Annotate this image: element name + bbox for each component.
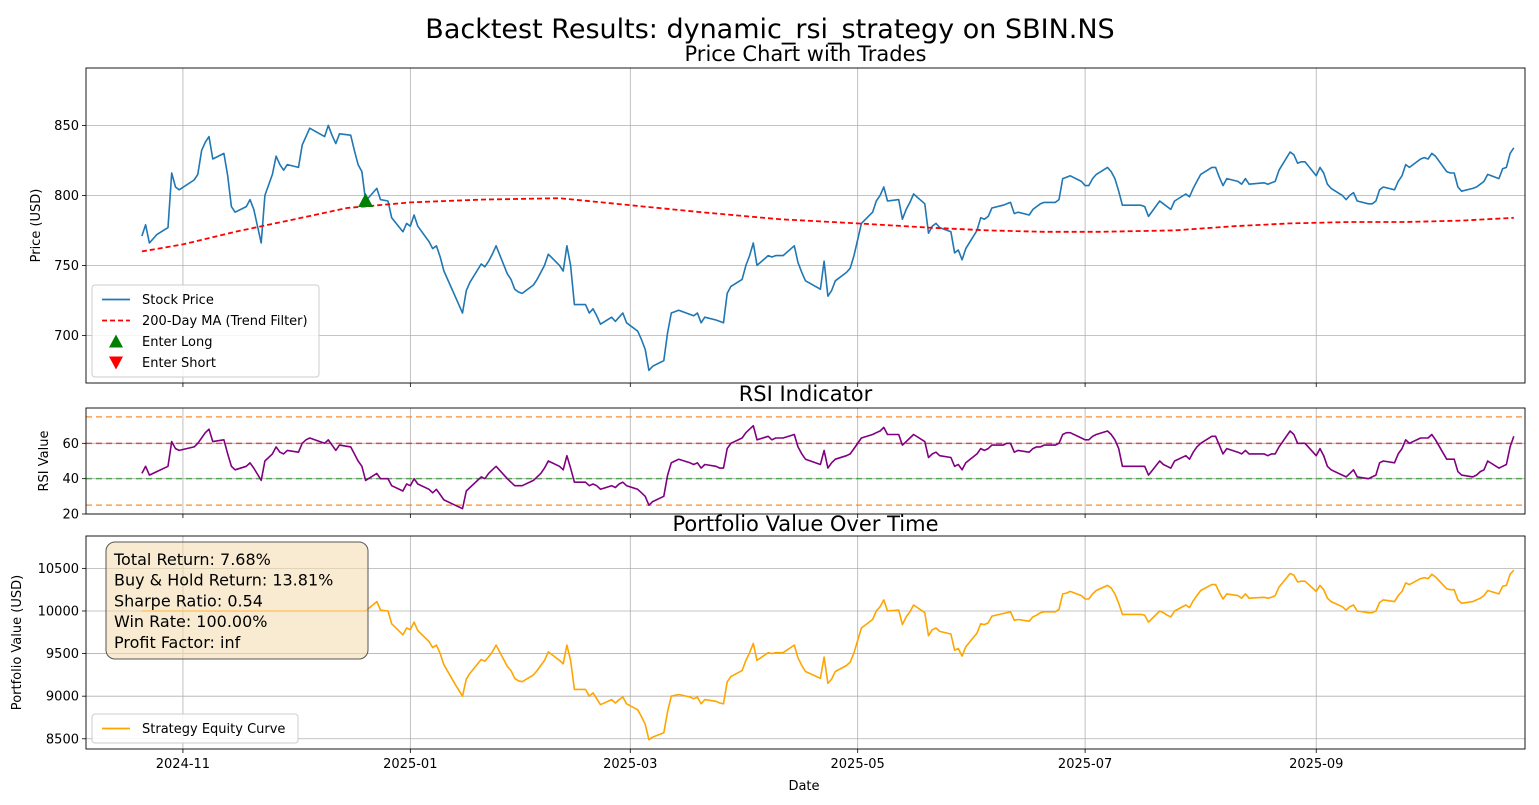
- rsi-title: RSI Indicator: [739, 382, 873, 406]
- x-tick-label-2025-05: 2025-05: [831, 757, 885, 772]
- price-marker-long-0: [358, 193, 374, 207]
- price-legend-label-2: Enter Long: [142, 335, 212, 350]
- price-axes-frame: [85, 67, 1526, 384]
- x-tick-label-2025-09: 2025-09: [1289, 757, 1343, 772]
- portfolio-series-0-line: [141, 569, 1515, 741]
- portfolio-legend-box: [91, 713, 299, 744]
- chart-panels: 700 750 800 850 Price Chart with Trades Price…: [10, 42, 1526, 772]
- rsi-axes-frame: [85, 407, 1526, 515]
- price-ytick-label-750: 750: [54, 259, 79, 274]
- portfolio-stats-line-0: Total Return: 7.68%: [113, 550, 271, 569]
- portfolio-ytick-label-10000: 10000: [38, 604, 79, 619]
- rsi-ylabel: RSI Value: [37, 431, 52, 492]
- portfolio-ytick-label-9500: 9500: [46, 647, 79, 662]
- rsi-ytick-label-20: 20: [62, 508, 79, 523]
- price-ytick-label-800: 800: [54, 189, 79, 204]
- portfolio-ytick-label-10500: 10500: [38, 562, 79, 577]
- price-legend-swatch-2: [109, 334, 123, 348]
- rsi-series-layer: [141, 424, 1515, 510]
- rsi-panel: 20 40 60 RSI Indicator RSI Value: [37, 382, 1526, 523]
- price-title: Price Chart with Trades: [685, 42, 927, 66]
- price-ylabel: Price (USD): [29, 189, 44, 263]
- portfolio-stats-line-4: Profit Factor: inf: [114, 633, 241, 652]
- rsi-plot-area: [86, 408, 1525, 514]
- portfolio-legend-label-0: Strategy Equity Curve: [142, 722, 285, 737]
- portfolio-ytick-label-8500: 8500: [46, 732, 79, 747]
- portfolio-ylabel: Portfolio Value (USD): [10, 575, 25, 710]
- price-series-layer: [141, 124, 1515, 372]
- price-legend: Stock Price 200-Day MA (Trend Filter) Ente…: [91, 284, 320, 378]
- price-plot-area: [86, 68, 1525, 383]
- price-legend-box: [91, 284, 320, 378]
- x-axis-label: Date: [788, 779, 819, 794]
- price-legend-label-3: Enter Short: [142, 356, 216, 371]
- price-ytick-label-700: 700: [54, 329, 79, 344]
- portfolio-panel: 8500 9000 9500 10000 10500 2024-11 2025-01 2025…: [10, 512, 1526, 772]
- price-legend-label-1: 200-Day MA (Trend Filter): [142, 314, 308, 329]
- price-series-0-line: [141, 124, 1515, 372]
- x-tick-label-2025-07: 2025-07: [1058, 757, 1112, 772]
- rsi-ytick-label-60: 60: [62, 437, 79, 452]
- portfolio-series-layer: [141, 569, 1515, 741]
- portfolio-stats-box-frame: [105, 541, 369, 660]
- portfolio-axes-frame: [85, 535, 1526, 750]
- rsi-ytick-label-40: 40: [62, 472, 79, 487]
- portfolio-legend: Strategy Equity Curve: [91, 713, 299, 744]
- price-legend-label-0: Stock Price: [142, 293, 214, 308]
- price-series-1-line: [141, 197, 1514, 253]
- figure-suptitle: Backtest Results: dynamic_rsi_strategy o…: [425, 14, 1114, 45]
- x-tick-label-2025-03: 2025-03: [603, 757, 657, 772]
- price-panel: 700 750 800 850 Price Chart with Trades Price…: [29, 42, 1526, 387]
- x-tick-label-2024-11: 2024-11: [156, 757, 210, 772]
- portfolio-stats-line-1: Buy & Hold Return: 13.81%: [114, 571, 333, 590]
- portfolio-stats-box: Total Return: 7.68% Buy & Hold Return: 13…: [105, 541, 369, 660]
- portfolio-ytick-label-9000: 9000: [46, 690, 79, 705]
- price-legend-swatch-3: [109, 356, 123, 370]
- portfolio-stats-line-3: Win Rate: 100.00%: [114, 612, 268, 631]
- rsi-series-0-line: [141, 424, 1515, 510]
- x-tick-label-2025-01: 2025-01: [383, 757, 437, 772]
- price-ytick-label-850: 850: [54, 119, 79, 134]
- portfolio-title: Portfolio Value Over Time: [673, 512, 939, 536]
- portfolio-stats-line-2: Sharpe Ratio: 0.54: [114, 591, 263, 610]
